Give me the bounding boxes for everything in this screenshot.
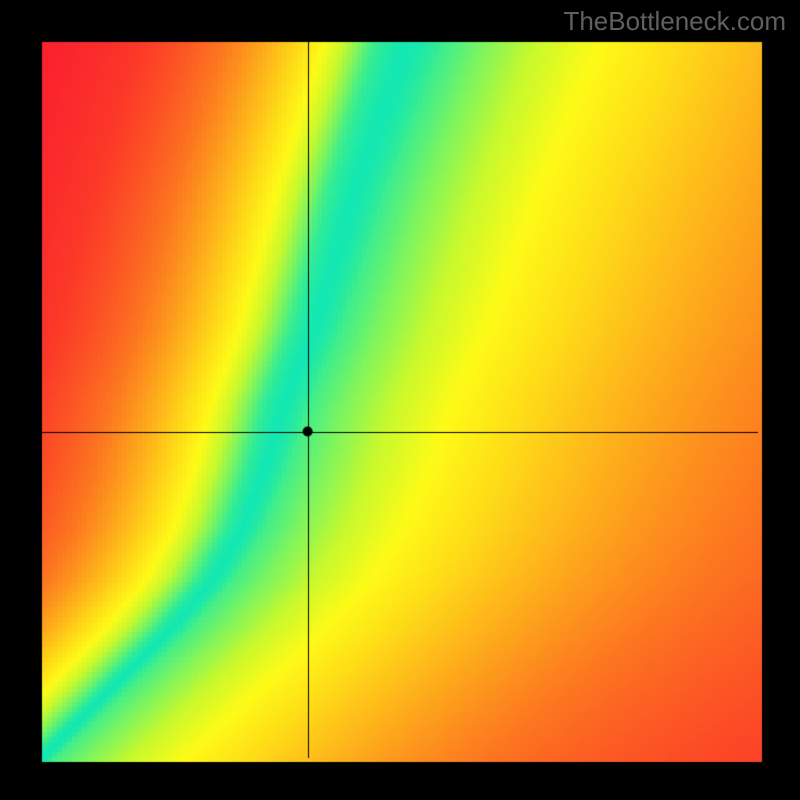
heatmap-chart (0, 0, 800, 800)
watermark-text: TheBottleneck.com (563, 6, 786, 37)
